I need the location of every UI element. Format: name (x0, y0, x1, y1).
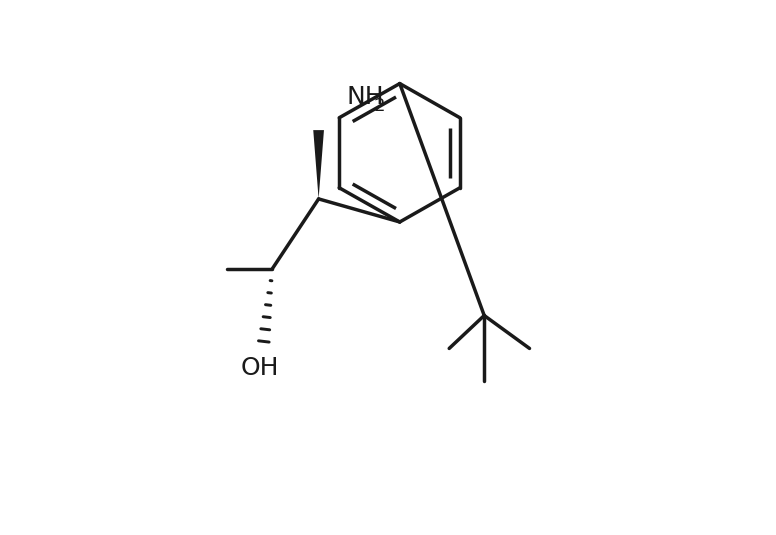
Text: 2: 2 (374, 97, 386, 115)
Polygon shape (314, 130, 324, 199)
Text: OH: OH (241, 356, 279, 380)
Text: NH: NH (346, 85, 384, 109)
